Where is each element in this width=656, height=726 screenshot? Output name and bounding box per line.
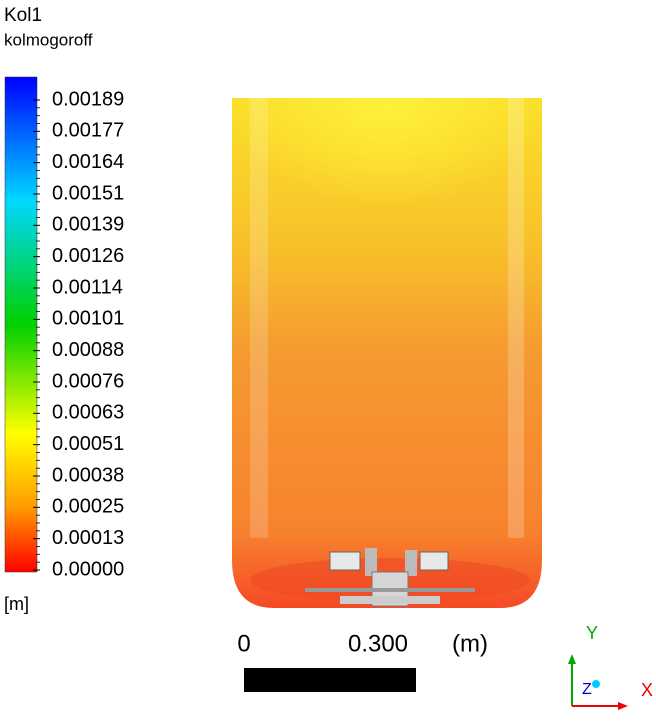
legend-tick-label: 0.00038 [52,464,124,486]
scale-end: 0.300 [348,630,408,657]
axis-x-label: X [641,680,653,700]
legend-title: Kol1 [4,5,42,26]
legend-unit: [m] [4,594,29,614]
legend-tick-label: 0.00189 [52,88,124,110]
legend-tick-label: 0.00025 [52,496,124,518]
impeller [305,548,475,607]
legend-tick-label: 0.00051 [52,433,124,455]
legend-variable: kolmogoroff [4,30,93,49]
scale-bar [244,668,416,692]
legend-tick-label: 0.00088 [52,339,124,361]
legend-tick-label: 0.00177 [52,120,124,142]
legend-tick-label: 0.00164 [52,151,124,173]
axes-triad: Y X Z [568,623,653,710]
legend-tick-label: 0.00013 [52,527,124,549]
legend-tick-label: 0.00126 [52,245,124,267]
scale-unit: (m) [452,630,488,657]
legend-tick-label: 0.00000 [52,558,124,580]
legend-tick-label: 0.00101 [52,308,124,330]
legend-tick-label: 0.00076 [52,370,124,392]
color-bar [4,76,38,573]
vessel [232,98,542,608]
legend-tick-label: 0.00063 [52,402,124,424]
scale-start: 0 [237,630,250,657]
legend-tick-label: 0.00114 [52,276,123,298]
legend-tick-label: 0.00139 [52,214,124,236]
legend-ticks: 0.00189 0.00177 0.00164 0.00151 0.00139 0.001… [33,88,124,580]
axis-y-label: Y [586,623,598,643]
legend-tick-label: 0.00151 [52,182,124,204]
axis-z-label: Z [582,681,592,698]
